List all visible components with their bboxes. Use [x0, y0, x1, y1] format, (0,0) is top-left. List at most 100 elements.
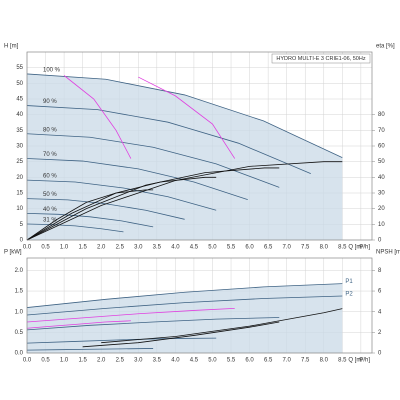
x-tick-label: 4.5	[190, 358, 199, 364]
curve	[26, 283, 343, 308]
curve	[26, 337, 217, 344]
plot-frame	[26, 51, 373, 241]
x-tick-label: 2.0	[97, 358, 106, 364]
y-tick-label: 30	[16, 144, 23, 150]
area	[27, 283, 343, 353]
x-tick-label: 5.0	[208, 358, 217, 364]
x-tick-label: 7.5	[301, 358, 310, 364]
y-tick-label: 55	[16, 65, 23, 71]
y-tick-label: 2.0	[15, 268, 24, 274]
y2-tick-label: 80	[378, 112, 385, 118]
x-tick-label: 9	[359, 358, 363, 364]
y-tick-label: 5	[20, 222, 24, 228]
y-tick-label: 40	[16, 112, 23, 118]
curve	[26, 105, 311, 174]
x-tick-label: 3.0	[134, 245, 143, 251]
x-tick-label: 4.5	[190, 245, 199, 251]
x-tick-label: 5.5	[227, 358, 236, 364]
curve	[26, 295, 343, 316]
curve	[26, 161, 343, 241]
curve	[82, 321, 280, 348]
x-axis-label: Q [m³/h]	[348, 358, 370, 364]
curve	[26, 212, 154, 228]
y-tick-label: 25	[16, 159, 23, 165]
y-tick-label: 1.0	[15, 309, 24, 315]
curve-label: P2	[345, 292, 353, 298]
y2-tick-label: 40	[378, 175, 385, 181]
x-tick-label: 8.0	[320, 245, 329, 251]
curve	[26, 167, 280, 241]
curve-label: P1	[345, 279, 353, 285]
y2-tick-label: 10	[378, 222, 385, 228]
x-tick-label: 8.5	[338, 245, 347, 251]
curve	[63, 75, 132, 159]
curve-label: 100 %	[43, 68, 61, 74]
y2-tick-label: 0	[378, 238, 382, 244]
x-tick-label: 2.0	[97, 245, 106, 251]
x-tick-label: 7.5	[301, 245, 310, 251]
x-tick-label: 1.0	[60, 358, 69, 364]
curve	[26, 133, 280, 188]
title-box	[271, 53, 371, 64]
curve-label: 60 %	[43, 174, 57, 180]
y2-tick-label: 60	[378, 144, 385, 150]
y-tick-label: 35	[16, 128, 23, 134]
x-tick-label: 0.0	[23, 358, 32, 364]
curve	[101, 308, 343, 344]
curve-label: 50 %	[43, 192, 57, 198]
x-tick-label: 0.5	[41, 358, 50, 364]
x-tick-label: 3.5	[153, 245, 162, 251]
y-tick-label: 15	[16, 191, 23, 197]
y2-axis-label: NPSH [m]	[376, 250, 400, 256]
curve-label: 80 %	[43, 127, 57, 133]
y2-axis-label: eta [%]	[376, 44, 395, 50]
x-tick-label: 4.0	[171, 358, 180, 364]
curve-label: 40 %	[43, 207, 57, 213]
y-axis-label: P [kW]	[4, 250, 22, 256]
plot-frame	[26, 257, 373, 354]
x-axis-label: Q [m³/h]	[348, 245, 370, 251]
x-tick-label: 2.5	[116, 245, 125, 251]
x-tick-label: 8.0	[320, 358, 329, 364]
y2-tick-label: 4	[378, 309, 382, 315]
curve	[26, 320, 131, 329]
x-tick-label: 6.5	[264, 358, 273, 364]
y2-tick-label: 6	[378, 289, 382, 295]
x-tick-label: 0.0	[23, 245, 32, 251]
y-axis-label: H [m]	[4, 44, 19, 50]
x-tick-label: 3.0	[134, 358, 143, 364]
x-tick-label: 7.0	[283, 245, 292, 251]
x-tick-label: 6.5	[264, 245, 273, 251]
curve	[26, 317, 280, 331]
chart-title: HYDRO MULTI-E 3 CRIE1-06, 50Hz	[276, 56, 365, 62]
y-tick-label: 20	[16, 175, 23, 181]
x-tick-label: 1.5	[78, 245, 87, 251]
x-tick-label: 4.0	[171, 245, 180, 251]
y-tick-label: 0.5	[15, 330, 24, 336]
x-tick-label: 6.0	[245, 358, 254, 364]
curve	[26, 307, 235, 323]
curve	[26, 179, 217, 211]
curve	[26, 198, 185, 220]
curve	[26, 223, 124, 233]
curve	[138, 76, 236, 159]
curve	[26, 73, 343, 158]
x-tick-label: 5.5	[227, 245, 236, 251]
x-tick-label: 7.0	[283, 358, 292, 364]
y2-tick-label: 70	[378, 128, 385, 134]
x-tick-label: 6.0	[245, 245, 254, 251]
x-tick-label: 5.0	[208, 245, 217, 251]
y2-tick-label: 30	[378, 191, 385, 197]
curve-label: 31 %	[43, 218, 57, 224]
x-tick-label: 0.5	[41, 245, 50, 251]
y2-tick-label: 20	[378, 206, 385, 212]
curve-label: 70 %	[43, 152, 57, 158]
y-tick-label: 1.5	[15, 289, 24, 295]
curve	[26, 348, 154, 351]
curve-label: 90 %	[43, 99, 57, 105]
y-tick-label: 45	[16, 97, 23, 103]
x-tick-label: 3.5	[153, 358, 162, 364]
curve	[26, 158, 248, 200]
y-tick-label: 10	[16, 206, 23, 212]
